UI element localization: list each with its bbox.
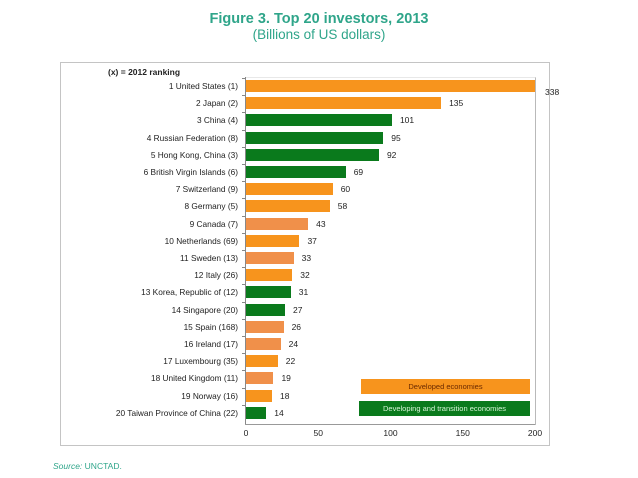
x-tick-label: 50 xyxy=(313,428,323,438)
category-label: 14 Singapore (20) xyxy=(171,304,238,315)
category-label: 13 Korea, Republic of (12) xyxy=(141,287,238,298)
category-label: 10 Netherlands (69) xyxy=(164,235,238,246)
y-tick xyxy=(242,387,245,389)
bar xyxy=(246,166,346,178)
y-tick xyxy=(242,198,245,200)
bar xyxy=(246,252,294,264)
value-label: 14 xyxy=(274,407,284,418)
value-label: 22 xyxy=(285,356,296,367)
category-label: 4 Russian Federation (8) xyxy=(146,132,238,143)
category-label: 7 Switzerland (9) xyxy=(175,184,238,195)
y-tick xyxy=(242,336,245,337)
bar xyxy=(246,269,293,282)
bar xyxy=(246,114,392,127)
y-axis xyxy=(245,77,246,425)
bar xyxy=(246,234,300,247)
y-tick xyxy=(242,318,245,320)
y-tick xyxy=(242,215,245,217)
bar xyxy=(246,320,284,333)
value-label: 19 xyxy=(281,373,291,384)
bar xyxy=(246,389,272,402)
value-label: 92 xyxy=(386,149,397,160)
bar xyxy=(246,80,535,92)
legend-developed: Developed economies xyxy=(361,379,530,394)
y-tick xyxy=(242,370,245,372)
value-label: 26 xyxy=(291,321,302,332)
category-label: 3 China (4) xyxy=(196,115,238,126)
y-tick xyxy=(242,284,245,286)
value-label: 32 xyxy=(300,270,310,281)
value-label: 43 xyxy=(316,218,326,229)
category-label: 9 Canada (7) xyxy=(189,218,238,229)
value-label: 338 xyxy=(545,87,560,97)
chart-title: Figure 3. Top 20 investors, 2013 xyxy=(209,11,429,27)
y-tick xyxy=(242,95,245,97)
value-label: 101 xyxy=(399,115,415,126)
value-label: 60 xyxy=(340,184,351,195)
bar xyxy=(246,200,330,213)
value-label: 33 xyxy=(301,253,312,263)
bar xyxy=(246,338,281,350)
value-label: 135 xyxy=(449,98,464,109)
category-label: 17 Luxembourg (35) xyxy=(163,356,238,367)
category-label: 15 Spain (168) xyxy=(183,321,238,332)
y-tick xyxy=(242,146,245,148)
category-label: 12 Italy (26) xyxy=(194,270,238,281)
bar xyxy=(246,148,379,161)
value-label: 31 xyxy=(298,287,309,298)
category-label: 1 United States (1) xyxy=(168,81,238,91)
category-label: 11 Sweden (13) xyxy=(180,253,238,263)
category-label: 6 British Virgin Islands (6) xyxy=(143,167,238,177)
value-label: 95 xyxy=(391,132,401,143)
value-label: 24 xyxy=(288,339,299,349)
bar xyxy=(246,183,333,196)
bar xyxy=(246,355,278,368)
category-label: 8 Germany (5) xyxy=(184,201,238,212)
value-label: 27 xyxy=(293,304,303,315)
x-tick-label: 100 xyxy=(383,428,398,438)
y-tick xyxy=(242,267,245,269)
value-label: 37 xyxy=(307,235,317,246)
y-tick xyxy=(242,301,245,303)
chart-subtitle: (Billions of US dollars) xyxy=(252,27,386,42)
ranking-note: (x) = 2012 ranking xyxy=(108,67,181,77)
y-tick xyxy=(242,232,245,234)
y-tick xyxy=(242,250,245,251)
y-tick xyxy=(242,181,245,183)
x-tick-label: 150 xyxy=(455,428,470,438)
bar xyxy=(246,97,442,110)
y-tick xyxy=(242,112,245,114)
value-label: 18 xyxy=(280,390,290,401)
bar xyxy=(246,217,309,230)
x-axis xyxy=(245,424,535,425)
source-label: Source: xyxy=(53,461,83,471)
category-label: 2 Japan (2) xyxy=(196,98,238,109)
x-tick-label: 0 xyxy=(243,428,249,438)
source-note: Source: UNCTAD. xyxy=(53,461,122,471)
bar xyxy=(246,303,285,316)
category-label: 16 Ireland (17) xyxy=(184,339,238,349)
bar xyxy=(246,406,267,419)
category-label: 19 Norway (16) xyxy=(181,390,238,401)
legend-developing: Developing and transition economies xyxy=(359,401,530,416)
category-label: 20 Taiwan Province of China (22) xyxy=(115,407,238,418)
y-tick xyxy=(242,353,245,355)
source-text: UNCTAD. xyxy=(84,461,122,471)
bar xyxy=(246,372,274,385)
y-tick xyxy=(242,164,245,165)
bar xyxy=(246,286,291,299)
value-label: 58 xyxy=(337,201,348,212)
y-tick xyxy=(242,78,245,79)
x-tick-label: 200 xyxy=(527,428,543,438)
category-label: 5 Hong Kong, China (3) xyxy=(150,149,238,160)
value-label: 69 xyxy=(353,167,364,177)
y-tick xyxy=(242,404,245,406)
bar xyxy=(246,131,384,144)
category-label: 18 United Kingdom (11) xyxy=(150,373,238,384)
y-tick xyxy=(242,129,245,131)
plot-area xyxy=(245,77,536,425)
